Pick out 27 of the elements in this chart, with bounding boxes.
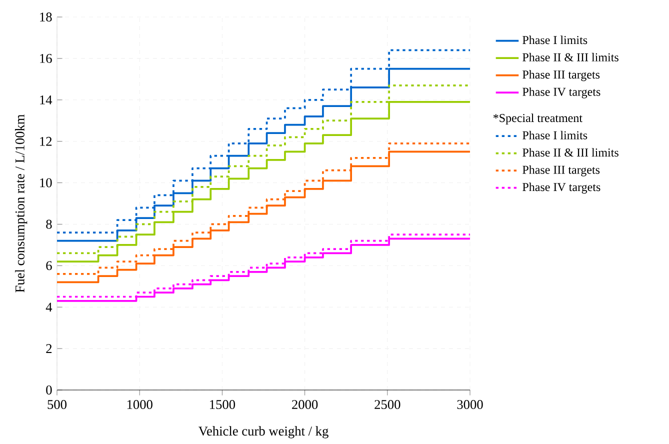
x-tick-label: 1500 (210, 400, 236, 410)
y-tick-label: 0 (46, 386, 52, 394)
legend-label: Phase IV targets (522, 182, 600, 194)
x-tick-label: 500 (48, 400, 66, 410)
x-axis-title: Vehicle curb weight / kg (198, 426, 328, 438)
x-tick-label: 2000 (292, 400, 318, 410)
y-axis-title: Fuel consumption rate / L/100km (15, 114, 28, 292)
legend-label: Phase IV targets (522, 87, 600, 98)
legend-label: Phase III targets (522, 165, 600, 176)
y-tick-label: 12 (40, 136, 52, 146)
y-tick-label: 4 (46, 302, 52, 312)
y-tick-label: 2 (46, 344, 52, 353)
y-tick-label: 18 (40, 12, 52, 22)
y-tick-label: 16 (40, 54, 52, 63)
legend-label: Phase III targets (522, 70, 600, 82)
legend-label: Phase I limits (522, 130, 588, 140)
x-tick-label: 1000 (127, 400, 152, 410)
y-tick-label: 8 (46, 220, 52, 229)
x-tick-label: 2500 (374, 400, 400, 410)
text: *Special treatment (493, 114, 582, 125)
legend-label: Phase I limits (522, 36, 588, 44)
legend-label: Phase II & III limits (522, 52, 618, 62)
y-tick-label: 10 (40, 178, 52, 188)
y-tick-label: 14 (40, 95, 52, 104)
legend-label: Phase II & III limits (522, 148, 618, 157)
y-tick-label: 6 (46, 261, 52, 270)
x-tick-label: 3000 (457, 400, 483, 410)
